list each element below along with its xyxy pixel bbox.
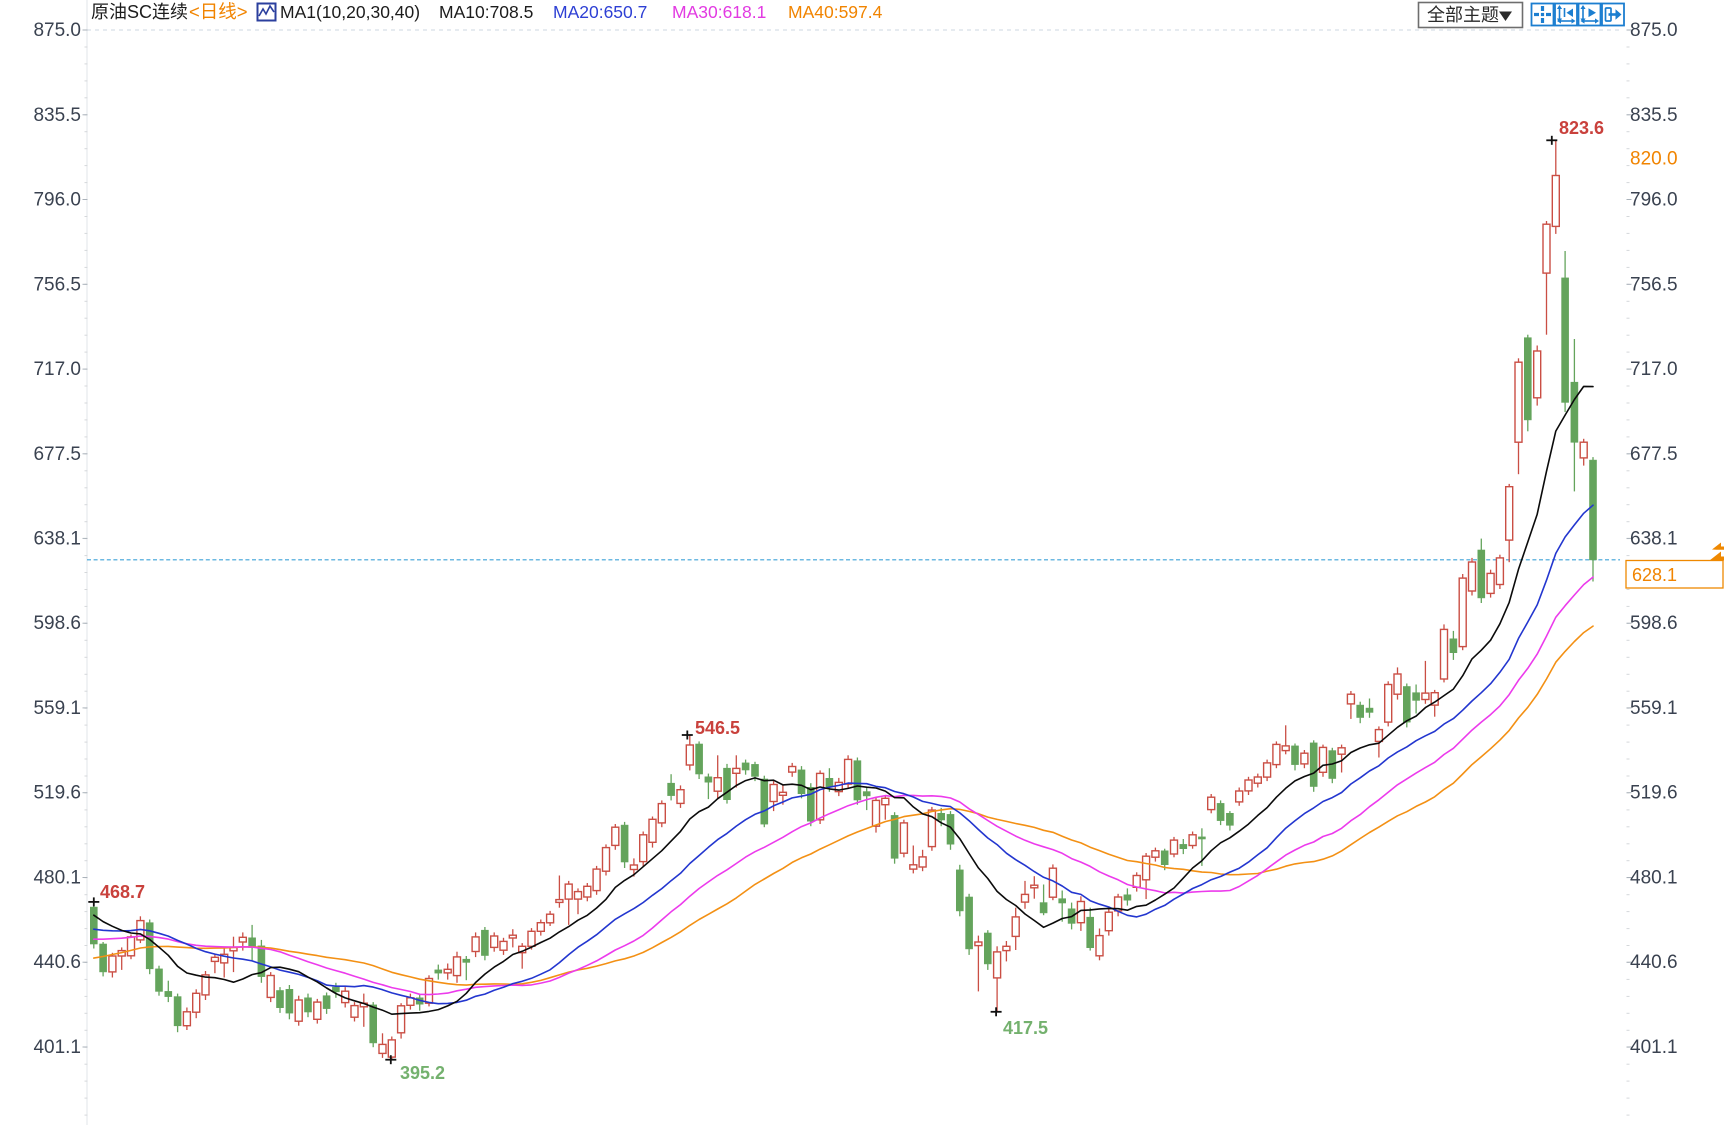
svg-text:559.1: 559.1 [1630, 698, 1678, 719]
svg-text:717.0: 717.0 [33, 359, 81, 380]
svg-text:440.6: 440.6 [33, 952, 81, 973]
svg-text:468.7: 468.7 [100, 882, 145, 902]
svg-text:796.0: 796.0 [33, 190, 81, 211]
svg-text:440.6: 440.6 [1630, 952, 1678, 973]
svg-text:717.0: 717.0 [1630, 359, 1678, 380]
svg-text:756.5: 756.5 [33, 274, 81, 295]
svg-text:638.1: 638.1 [1630, 528, 1678, 549]
svg-text:598.6: 598.6 [1630, 613, 1678, 634]
svg-text:835.5: 835.5 [33, 105, 81, 126]
svg-text:MA40:597.4: MA40:597.4 [788, 2, 883, 22]
svg-text:875.0: 875.0 [1630, 20, 1678, 41]
svg-text:MA30:618.1: MA30:618.1 [672, 2, 766, 22]
svg-text:835.5: 835.5 [1630, 105, 1678, 126]
svg-text:417.5: 417.5 [1003, 1018, 1048, 1038]
svg-text:MA20:650.7: MA20:650.7 [553, 2, 647, 22]
svg-text:MA1(10,20,30,40): MA1(10,20,30,40) [280, 2, 420, 22]
svg-text:820.0: 820.0 [1630, 149, 1678, 170]
svg-text:823.6: 823.6 [1559, 118, 1604, 138]
svg-text:559.1: 559.1 [33, 698, 81, 719]
svg-text:519.6: 519.6 [1630, 783, 1678, 804]
svg-text:875.0: 875.0 [33, 20, 81, 41]
svg-text:638.1: 638.1 [33, 528, 81, 549]
svg-text:756.5: 756.5 [1630, 274, 1678, 295]
svg-text:原油SC连续: 原油SC连续 [91, 2, 188, 22]
svg-text:628.1: 628.1 [1632, 565, 1677, 585]
svg-text:<日线>: <日线> [189, 1, 248, 22]
svg-text:401.1: 401.1 [33, 1037, 81, 1058]
svg-text:677.5: 677.5 [1630, 444, 1678, 465]
svg-text:401.1: 401.1 [1630, 1037, 1678, 1058]
svg-text:677.5: 677.5 [33, 444, 81, 465]
svg-text:全部主题: 全部主题 [1427, 5, 1499, 25]
svg-text:480.1: 480.1 [33, 868, 81, 889]
svg-text:MA10:708.5: MA10:708.5 [439, 2, 533, 22]
svg-text:796.0: 796.0 [1630, 190, 1678, 211]
svg-text:480.1: 480.1 [1630, 868, 1678, 889]
svg-text:395.2: 395.2 [400, 1063, 445, 1083]
svg-text:546.5: 546.5 [695, 718, 740, 738]
svg-text:519.6: 519.6 [33, 783, 81, 804]
svg-text:598.6: 598.6 [33, 613, 81, 634]
